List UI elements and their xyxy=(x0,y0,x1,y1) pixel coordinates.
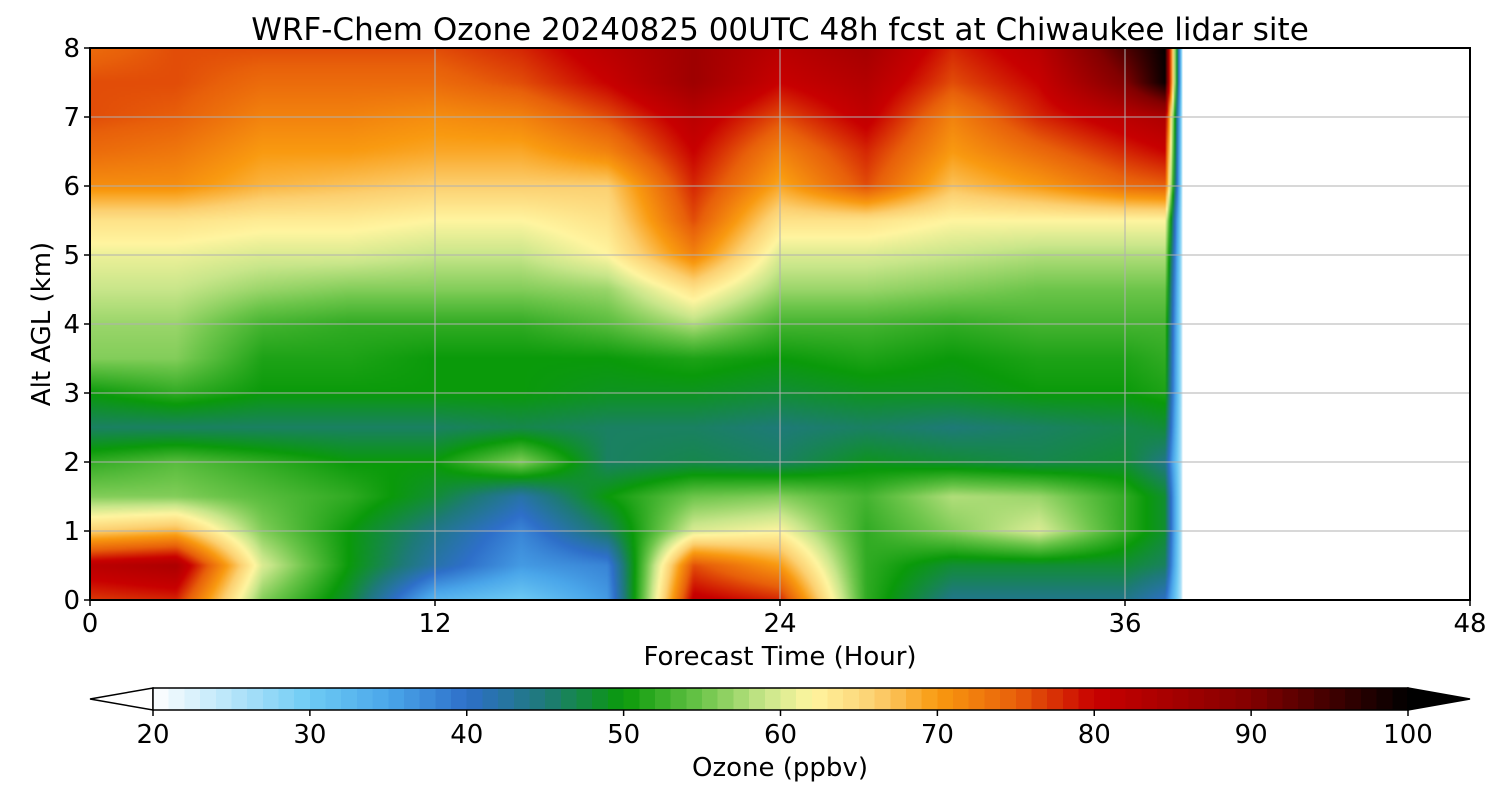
colorbar-tick-label: 70 xyxy=(921,720,954,750)
y-tick-label: 1 xyxy=(63,517,80,547)
y-tick-label: 2 xyxy=(63,448,80,478)
y-tick-label: 3 xyxy=(63,379,80,409)
colorbar-tick-label: 30 xyxy=(293,720,326,750)
colorbar-label: Ozone (ppbv) xyxy=(692,753,868,783)
colorbar-tick-label: 60 xyxy=(764,720,797,750)
y-tick-label: 7 xyxy=(63,103,80,133)
x-tick-label: 12 xyxy=(418,609,451,639)
colorbar-tick-label: 50 xyxy=(607,720,640,750)
colorbar-tick-label: 100 xyxy=(1383,720,1433,750)
y-tick-label: 4 xyxy=(63,310,80,340)
colorbar-tick-label: 40 xyxy=(450,720,483,750)
colorbar-tick-label: 80 xyxy=(1078,720,1111,750)
x-axis-label: Forecast Time (Hour) xyxy=(643,642,916,672)
chart-title: WRF-Chem Ozone 20240825 00UTC 48h fcst a… xyxy=(251,12,1309,48)
y-axis-label: Alt AGL (km) xyxy=(27,242,57,406)
y-tick-label: 8 xyxy=(63,34,80,64)
colorbar-under-triangle xyxy=(89,687,154,711)
y-tick-label: 5 xyxy=(63,241,80,271)
grid-lines xyxy=(90,48,1470,600)
x-axis-ticks: 0 12 24 36 48 xyxy=(82,600,1487,639)
x-tick-label: 36 xyxy=(1108,609,1141,639)
x-tick-label: 24 xyxy=(763,609,796,639)
x-tick-label: 48 xyxy=(1453,609,1486,639)
colorbar-tick-label: 20 xyxy=(136,720,169,750)
colorbar-ticks: 20 30 40 50 60 70 80 90 100 xyxy=(136,710,1433,750)
y-tick-label: 0 xyxy=(63,586,80,616)
colorbar-tick-label: 90 xyxy=(1235,720,1268,750)
y-tick-label: 6 xyxy=(63,172,80,202)
x-tick-label: 0 xyxy=(82,609,99,639)
colorbar-over-triangle xyxy=(1407,687,1471,711)
colorbar: 20 30 40 50 60 70 80 90 100 Ozone (ppbv) xyxy=(89,687,1471,783)
y-axis-ticks: 0 1 2 3 4 5 6 7 8 xyxy=(63,34,90,616)
colorbar-gradient xyxy=(152,687,1409,711)
